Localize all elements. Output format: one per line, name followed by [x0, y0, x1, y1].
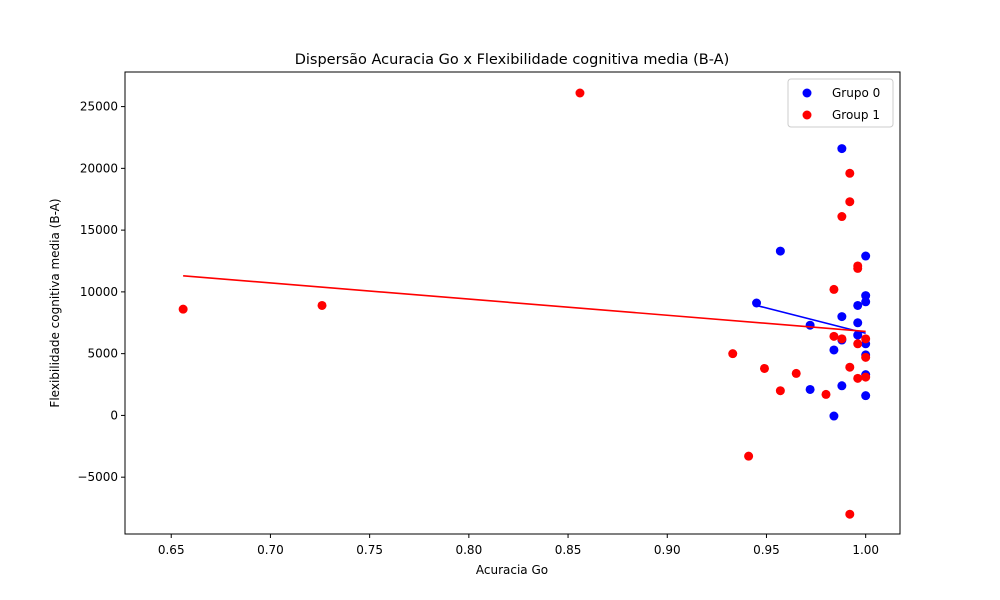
- data-point-1-10: [829, 331, 839, 341]
- data-point-1-20: [853, 373, 863, 383]
- data-point-1-13: [845, 168, 855, 178]
- x-axis-label: Acuracia Go: [476, 563, 548, 577]
- data-point-1-21: [861, 334, 871, 344]
- x-tick-label-6: 0.95: [753, 543, 780, 557]
- x-tick-label-0: 0.65: [158, 543, 185, 557]
- data-point-1-11: [837, 212, 847, 222]
- y-tick-label-0: −5000: [77, 470, 118, 484]
- data-point-0-12: [853, 330, 863, 340]
- chart-title: Dispersão Acuracia Go x Flexibilidade co…: [295, 52, 730, 68]
- legend: Grupo 0 Group 1: [787, 78, 894, 128]
- data-point-1-19: [853, 339, 863, 349]
- legend-box: [787, 78, 894, 128]
- y-tick-label-3: 10000: [80, 285, 118, 299]
- data-point-0-5: [829, 411, 839, 421]
- legend-label-1: Group 1: [832, 108, 880, 122]
- x-tick-label-2: 0.75: [356, 543, 383, 557]
- data-point-0-14: [861, 291, 871, 301]
- data-point-0-15: [861, 297, 871, 307]
- x-tick-label-3: 0.80: [455, 543, 482, 557]
- axes: 0.65 0.70 0.75 0.80 0.85 0.90 0.95 1.00 −5000 0 50…: [77, 71, 901, 557]
- data-point-1-1: [317, 300, 327, 310]
- data-point-1-18: [853, 263, 863, 273]
- data-point-0-10: [853, 300, 863, 310]
- data-point-1-4: [744, 451, 754, 461]
- trend-line-0: [756, 304, 866, 335]
- legend-marker-0: [802, 88, 812, 98]
- data-point-0-1: [775, 246, 785, 256]
- data-point-1-12: [837, 334, 847, 344]
- y-axis-label: Flexibilidade cognitiva media (B-A): [48, 198, 62, 407]
- data-point-0-13: [861, 251, 871, 261]
- plot-frame: [124, 71, 901, 535]
- data-point-1-9: [829, 284, 839, 294]
- data-point-0-2: [805, 320, 815, 330]
- data-point-1-16: [845, 509, 855, 519]
- data-point-0-11: [853, 318, 863, 328]
- trend-line-1: [183, 275, 866, 333]
- y-tick-label-6: 25000: [80, 100, 118, 114]
- legend-marker-1: [802, 110, 812, 120]
- y-tick-label-2: 5000: [87, 347, 118, 361]
- data-point-1-7: [791, 368, 801, 378]
- data-point-1-3: [728, 349, 738, 359]
- data-point-0-4: [829, 345, 839, 355]
- data-point-1-14: [845, 197, 855, 207]
- x-tick-label-4: 0.85: [555, 543, 582, 557]
- y-tick-label-4: 15000: [80, 223, 118, 237]
- data-point-0-7: [837, 312, 847, 322]
- x-tick-label-7: 1.00: [852, 543, 879, 557]
- data-point-1-2: [575, 88, 585, 98]
- x-tick-label-5: 0.90: [654, 543, 681, 557]
- data-point-1-15: [845, 362, 855, 372]
- data-point-0-19: [861, 391, 871, 401]
- x-tick-label-1: 0.70: [257, 543, 284, 557]
- data-point-1-22: [861, 352, 871, 362]
- data-point-1-6: [775, 386, 785, 396]
- y-tick-label-1: 0: [110, 408, 118, 422]
- y-tick-label-5: 20000: [80, 161, 118, 175]
- plot-area: [178, 88, 871, 519]
- data-point-1-8: [821, 389, 831, 399]
- data-point-1-5: [759, 363, 769, 373]
- data-point-0-3: [805, 384, 815, 394]
- data-point-1-23: [861, 372, 871, 382]
- data-point-1-0: [178, 304, 188, 314]
- data-point-0-6: [837, 144, 847, 154]
- legend-label-0: Grupo 0: [832, 86, 880, 100]
- data-point-0-9: [837, 381, 847, 391]
